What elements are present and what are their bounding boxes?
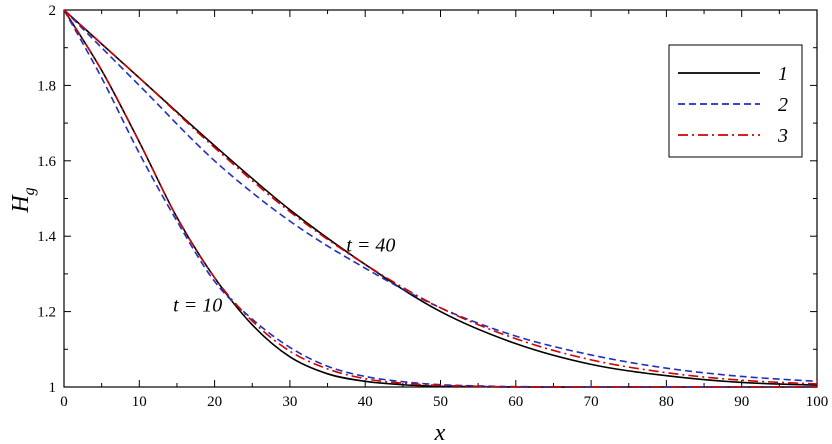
x-tick-label: 50 — [433, 394, 448, 410]
legend: 1 2 3 — [668, 44, 803, 158]
series-1-40-line — [63, 9, 818, 386]
y-tick-label: 1 — [49, 380, 57, 396]
x-tick-label: 0 — [60, 394, 68, 410]
legend-label-2: 2 — [778, 94, 788, 116]
x-axis-title: x — [434, 420, 446, 444]
legend-label-1: 1 — [778, 63, 788, 85]
y-tick-label: 1.2 — [37, 305, 56, 321]
x-tick-label: 20 — [207, 394, 222, 410]
y-axis-title-sub: g — [21, 187, 38, 195]
y-tick-label: 1.8 — [37, 78, 56, 94]
x-tick-label: 80 — [659, 394, 674, 410]
y-axis-title-main: H — [8, 194, 34, 214]
x-tick-label: 10 — [132, 394, 147, 410]
annotation-label: t = 10 — [173, 295, 222, 317]
tick-labels: 0 10 20 30 40 50 60 70 80 90 100 1 1.2 1.4 1.6 1.8 2 — [37, 3, 828, 410]
y-tick-label: 1.6 — [37, 154, 56, 170]
legend-box — [668, 44, 803, 158]
legend-label-3: 3 — [777, 125, 788, 147]
ticks — [63, 9, 818, 388]
x-tick-label: 70 — [584, 394, 599, 410]
legend-items: 1 2 3 — [678, 63, 788, 147]
x-tick-label: 90 — [734, 394, 749, 410]
y-tick-label: 2 — [49, 3, 57, 19]
y-tick-label: 1.4 — [37, 229, 56, 245]
series-3-40-line — [63, 9, 818, 385]
series-2-10-line — [63, 9, 817, 388]
y-axis-title: Hg — [8, 187, 38, 213]
x-tick-label: 30 — [282, 394, 297, 410]
annotations: t = 40 t = 10 — [173, 234, 395, 316]
x-tick-label: 40 — [358, 394, 373, 410]
annotation-label: t = 40 — [346, 234, 395, 256]
x-tick-label: 60 — [508, 394, 523, 410]
series-group — [63, 9, 818, 388]
x-tick-label: 100 — [806, 394, 829, 410]
